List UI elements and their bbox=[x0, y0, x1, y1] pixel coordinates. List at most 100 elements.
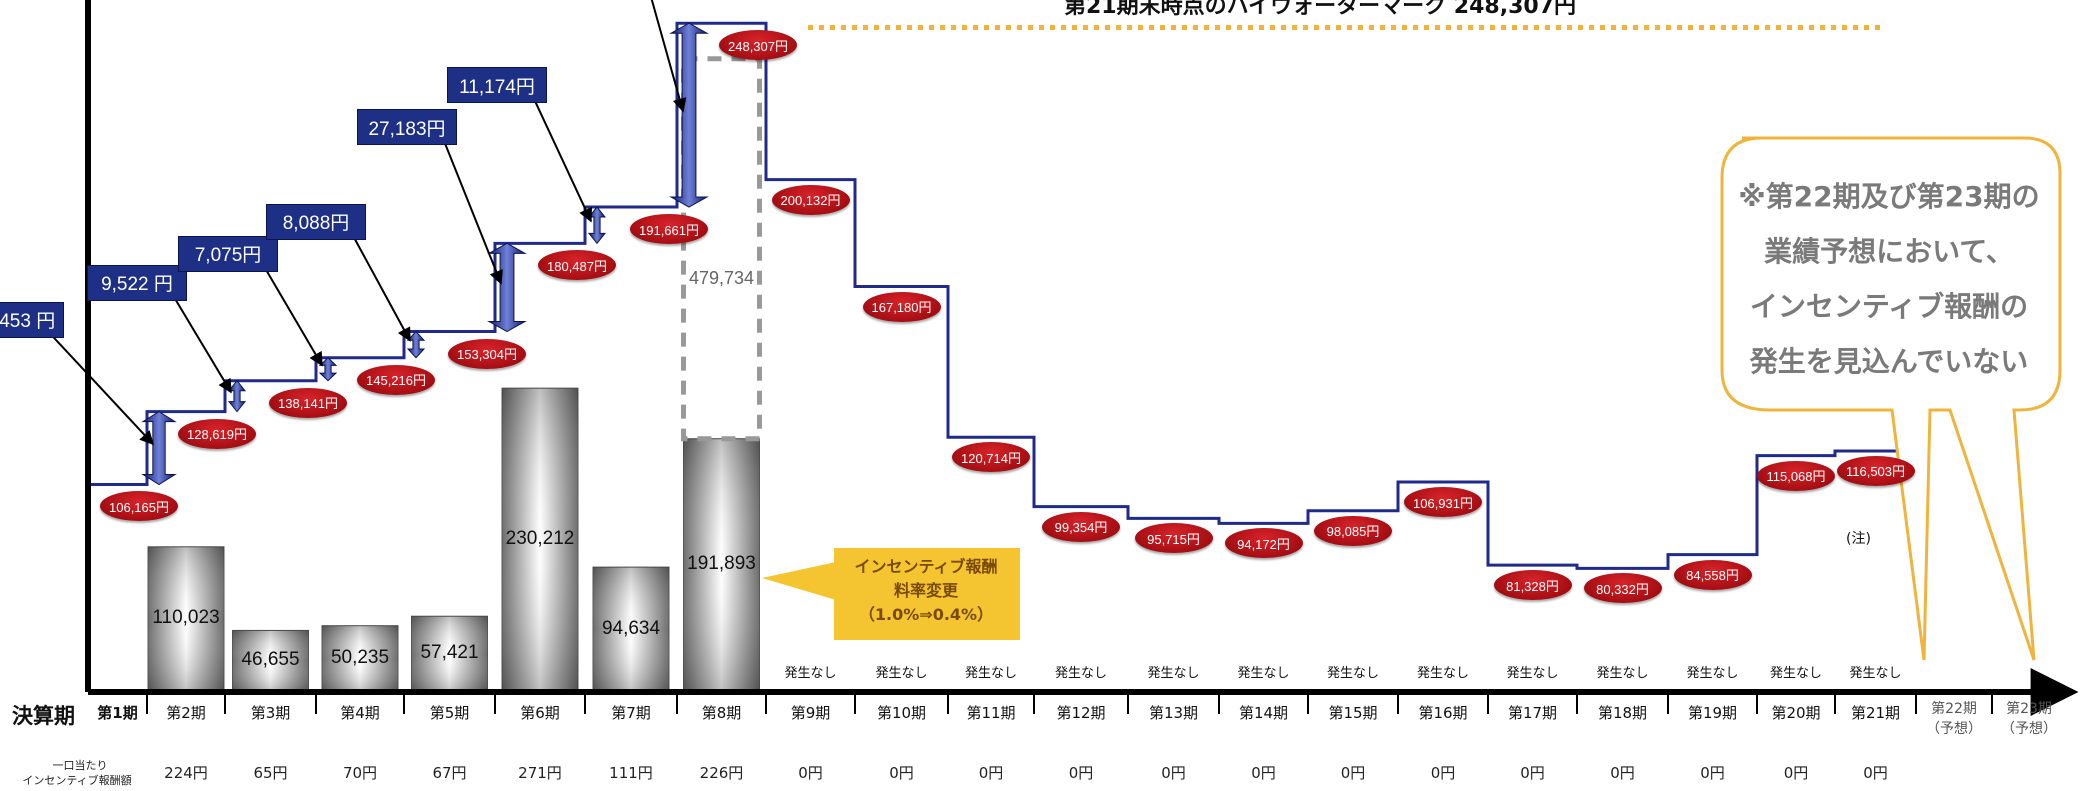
header-dot bbox=[1149, 25, 1154, 30]
header-dot bbox=[962, 25, 967, 30]
no-occurrence-label: 発生なし bbox=[784, 666, 837, 681]
header-dot bbox=[1336, 25, 1341, 30]
hwm-value-oval: 84,558円 bbox=[1673, 559, 1752, 590]
header-dot bbox=[1743, 25, 1748, 30]
increment-pointer bbox=[444, 142, 503, 285]
header-dot bbox=[1842, 25, 1847, 30]
incentive-row-label-1: 一口当たり bbox=[52, 759, 108, 772]
header-dot bbox=[1864, 25, 1869, 30]
header-dot bbox=[1765, 25, 1770, 30]
header-dot bbox=[1215, 25, 1220, 30]
hwm-value-oval: 80,332円 bbox=[1583, 573, 1662, 604]
header-dot bbox=[819, 25, 824, 30]
header-dot bbox=[1633, 25, 1638, 30]
header-dot bbox=[940, 25, 945, 30]
period-label: 第5期 bbox=[429, 704, 470, 722]
header-dot bbox=[863, 25, 868, 30]
header-dot bbox=[1303, 25, 1308, 30]
period-label: 第17期 bbox=[1507, 704, 1558, 722]
period-label: 第10期 bbox=[876, 704, 927, 722]
header-dot bbox=[1578, 25, 1583, 30]
header-dot bbox=[984, 25, 989, 30]
header-dot bbox=[1237, 25, 1242, 30]
increment-label-box: 22,453 円 bbox=[0, 301, 64, 338]
incentive-bar-shade bbox=[502, 388, 578, 692]
header-dot bbox=[1270, 25, 1275, 30]
hwm-value-oval: 145,216円 bbox=[357, 364, 435, 395]
header-dot bbox=[1556, 25, 1561, 30]
header-dot bbox=[1776, 25, 1781, 30]
header-dot bbox=[1050, 25, 1055, 30]
incentive-bar-label: 110,023 bbox=[152, 607, 220, 629]
header-dot bbox=[1435, 25, 1440, 30]
rate-change-box-bg bbox=[834, 548, 1020, 640]
incentive-per-unit: 0円 bbox=[1068, 764, 1094, 782]
incentive-bar-label: 191,893 bbox=[687, 553, 756, 575]
incentive-per-unit: 0円 bbox=[1610, 764, 1635, 782]
increment-double-arrow bbox=[227, 379, 247, 413]
potential-bar-label: 479,734 bbox=[688, 267, 755, 288]
x-axis-label: 決算期 bbox=[12, 704, 75, 728]
period-label: 第11期 bbox=[966, 704, 1016, 722]
incentive-bar-shade bbox=[593, 567, 669, 692]
header-dot bbox=[1534, 25, 1539, 30]
incentive-per-unit: 0円 bbox=[1863, 764, 1888, 782]
period-label: 第12期 bbox=[1056, 704, 1106, 722]
header-dot bbox=[1413, 25, 1418, 30]
incentive-per-unit: 0円 bbox=[798, 764, 823, 782]
header-dot bbox=[1677, 25, 1682, 30]
header-dot bbox=[1754, 25, 1759, 30]
increment-label-box: 8,088円 bbox=[266, 203, 366, 240]
header-dot bbox=[1116, 25, 1121, 30]
header-dot bbox=[995, 25, 1000, 30]
no-occurrence-label: 発生なし bbox=[1416, 666, 1469, 681]
incentive-per-unit: 70円 bbox=[342, 764, 378, 782]
header-dot bbox=[1688, 25, 1693, 30]
header-dot bbox=[1083, 25, 1088, 30]
hwm-value-oval: 115,068円 bbox=[1757, 460, 1835, 491]
header-dot bbox=[1204, 25, 1209, 30]
header-dot bbox=[1281, 25, 1286, 30]
incentive-per-unit: 0円 bbox=[1520, 764, 1545, 782]
header-dot bbox=[1798, 25, 1803, 30]
header-dot bbox=[1446, 25, 1451, 30]
forecast-period-label: 第23期 bbox=[2006, 701, 2052, 717]
header-dot bbox=[1479, 25, 1484, 30]
header-dot bbox=[1787, 25, 1792, 30]
header-dot bbox=[1875, 25, 1880, 30]
no-occurrence-label: 発生なし bbox=[1686, 666, 1739, 681]
header-dot bbox=[1105, 25, 1110, 30]
incentive-per-unit: 111円 bbox=[609, 764, 653, 782]
header-dot bbox=[1017, 25, 1022, 30]
header-dot bbox=[1160, 25, 1165, 30]
forecast-callout-shape bbox=[1720, 136, 2062, 661]
no-occurrence-label: 発生なし bbox=[1596, 666, 1649, 681]
header-dot bbox=[1457, 25, 1462, 30]
header-dot bbox=[1809, 25, 1814, 30]
header-dot bbox=[907, 25, 912, 30]
incentive-bar-shade bbox=[411, 616, 488, 692]
increment-label-box: 27,183円 bbox=[357, 109, 457, 146]
incentive-bar-label: 50,235 bbox=[330, 646, 390, 668]
period-label: 第9期 bbox=[790, 704, 831, 722]
period-label: 第13期 bbox=[1148, 704, 1199, 722]
header-dot bbox=[1380, 25, 1385, 30]
incentive-per-unit: 226円 bbox=[699, 764, 744, 782]
header-dot bbox=[1072, 25, 1077, 30]
no-occurrence-label: 発生なし bbox=[1849, 666, 1902, 681]
header-dot bbox=[1314, 25, 1319, 30]
header-dot bbox=[808, 25, 813, 30]
incentive-per-unit: 0円 bbox=[1700, 764, 1725, 782]
header-dot bbox=[1292, 25, 1297, 30]
incentive-bar-label: 230,212 bbox=[505, 528, 575, 550]
header-dot bbox=[1325, 25, 1330, 30]
header-dot bbox=[1369, 25, 1374, 30]
increment-double-arrow bbox=[141, 411, 177, 486]
no-occurrence-label: 発生なし bbox=[1506, 666, 1559, 681]
header-title: 第21期末時点のハイウォーターマーク 248,307円 bbox=[1063, 0, 1577, 19]
period-label: 第18期 bbox=[1597, 704, 1648, 722]
header-dot bbox=[1611, 25, 1616, 30]
header-dot bbox=[1182, 25, 1187, 30]
rate-change-line2: 料率変更 bbox=[893, 581, 958, 600]
period-label: 第2期 bbox=[166, 704, 206, 722]
